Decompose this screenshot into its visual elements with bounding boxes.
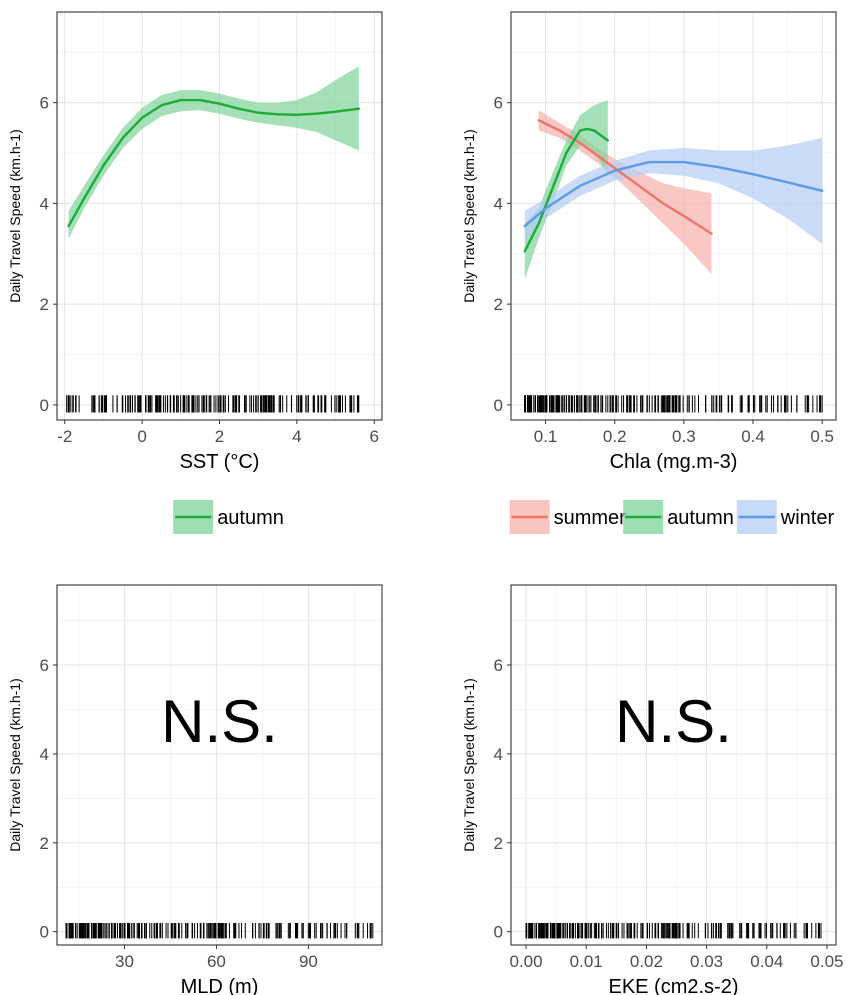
panel-top-left: 0 2 4 6 -2 0 2 4 6 SST (°C) Daily Travel Speed (km… — [7, 11, 383, 473]
x-tick-label: 90 — [299, 952, 318, 971]
y-tick-label: 0 — [40, 396, 49, 415]
x-tick-label: 60 — [207, 952, 226, 971]
y-tick-label: 6 — [494, 94, 503, 113]
x-tick-label: 0.5 — [810, 427, 834, 446]
legend-label-autumn: autumn — [667, 507, 734, 529]
x-tick-label: 6 — [370, 427, 379, 446]
legend: autumn — [173, 500, 284, 534]
y-tick-label: 6 — [494, 656, 503, 675]
line-winter — [523, 160, 824, 228]
legend: summer autumn winter — [509, 500, 835, 534]
y-tick-label: 0 — [494, 923, 503, 942]
x-tick-label: 4 — [292, 427, 301, 446]
x-tick-label: 30 — [115, 952, 134, 971]
x-tick-label: 2 — [215, 427, 224, 446]
y-tick-label: 2 — [494, 834, 503, 853]
y-tick-label: 0 — [40, 923, 49, 942]
panel-border — [56, 584, 383, 946]
y-tick-label: 2 — [40, 834, 49, 853]
y-tick-label: 0 — [494, 396, 503, 415]
y-axis-title: Daily Travel Speed (km.h-1) — [461, 678, 477, 852]
panel-top-right: 0 2 4 6 0.1 0.2 0.3 0.4 0.5 Chla (mg.m-3) Daily Tr… — [461, 11, 837, 473]
x-axis-title: Chla (mg.m-3) — [610, 451, 738, 473]
x-tick-label: 0.03 — [690, 952, 723, 971]
x-tick-label: 0 — [137, 427, 146, 446]
y-tick-label: 2 — [40, 295, 49, 314]
x-tick-label: -2 — [57, 427, 72, 446]
ribbon-autumn — [68, 66, 359, 239]
rug-marks — [524, 395, 823, 413]
legend-label-winter: winter — [780, 507, 835, 529]
y-tick-label: 4 — [40, 745, 49, 764]
y-tick-label: 6 — [40, 656, 49, 675]
y-axis-title: Daily Travel Speed (km.h-1) — [7, 129, 23, 303]
x-tick-label: 0.1 — [534, 427, 558, 446]
legend-label-summer: summer — [554, 507, 627, 529]
x-tick-label: 0.02 — [630, 952, 663, 971]
rug-marks — [525, 923, 822, 939]
y-axis-title: Daily Travel Speed (km.h-1) — [7, 678, 23, 852]
rug-marks — [66, 395, 360, 413]
legend-label-autumn: autumn — [217, 507, 284, 529]
panel-bottom-right: 0 2 4 6 0.00 0.01 0.02 0.03 0.04 0.05 EKE (cm2.s-2… — [461, 584, 844, 995]
x-axis-title: EKE (cm2.s-2) — [608, 976, 738, 995]
x-tick-label: 0.4 — [741, 427, 765, 446]
y-axis-title: Daily Travel Speed (km.h-1) — [461, 129, 477, 303]
rug-marks — [65, 923, 374, 939]
ribbon-autumn — [524, 100, 608, 279]
ribbon-summer — [538, 110, 712, 274]
y-tick-label: 2 — [494, 295, 503, 314]
x-axis-title: SST (°C) — [180, 451, 260, 473]
line-autumn — [67, 98, 360, 228]
panel-border — [510, 11, 837, 421]
annotation-ns: N.S. — [615, 688, 732, 755]
x-tick-label: 0.04 — [750, 952, 783, 971]
y-tick-label: 4 — [494, 745, 503, 764]
x-tick-label: 0.2 — [603, 427, 627, 446]
panel-border — [510, 584, 837, 946]
y-tick-label: 6 — [40, 94, 49, 113]
y-tick-label: 4 — [494, 194, 503, 213]
ribbon-winter — [524, 137, 823, 244]
y-tick-label: 4 — [40, 194, 49, 213]
x-tick-label: 0.00 — [509, 952, 542, 971]
x-tick-label: 0.01 — [570, 952, 603, 971]
line-summer — [537, 119, 713, 235]
panel-bottom-left: 0 2 4 6 30 60 90 MLD (m) Daily Travel Speed (km.… — [7, 584, 383, 995]
x-tick-label: 0.3 — [672, 427, 696, 446]
x-axis-title: MLD (m) — [181, 976, 259, 995]
x-tick-label: 0.05 — [810, 952, 843, 971]
annotation-ns: N.S. — [161, 688, 278, 755]
